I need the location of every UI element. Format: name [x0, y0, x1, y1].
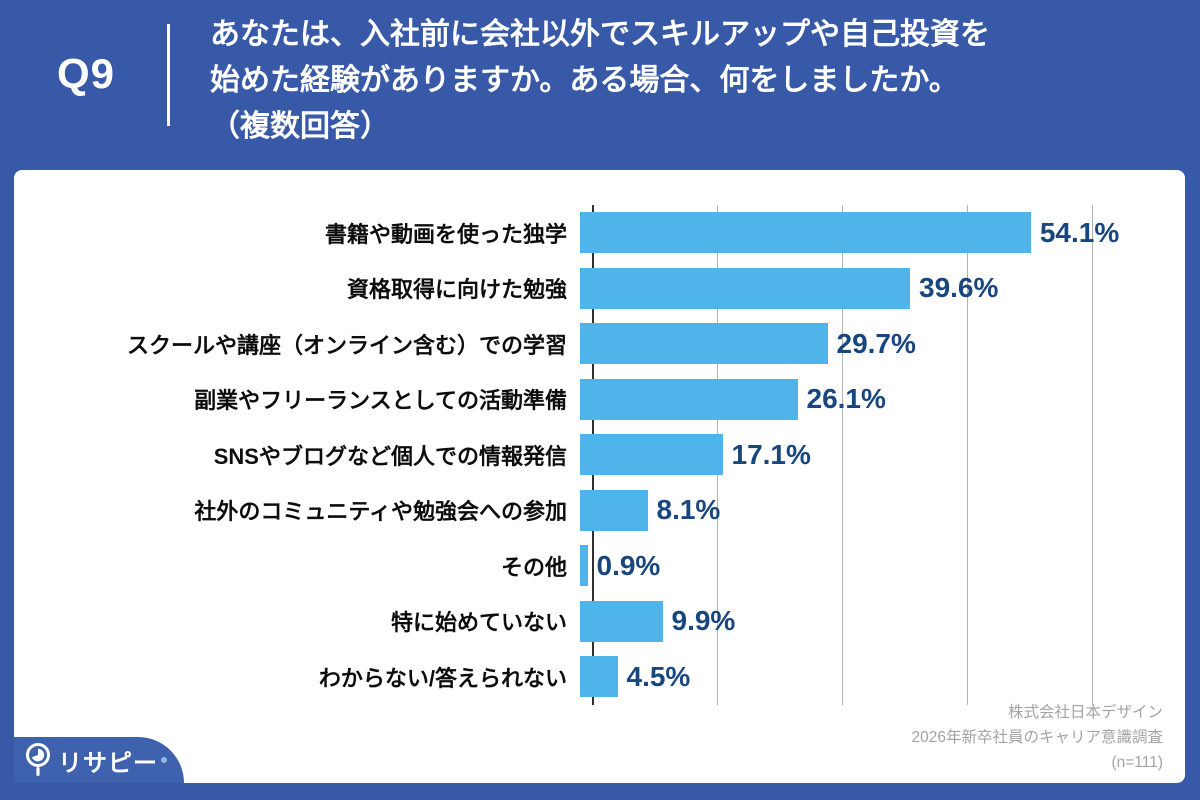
- value-label: 29.7%: [836, 327, 916, 359]
- bar-area: 29.7%: [580, 316, 1185, 372]
- category-label: 社外のコミュニティや勉強会への参加: [194, 499, 567, 525]
- bar: [580, 323, 828, 365]
- value-label: 17.1%: [731, 438, 811, 470]
- value-label: 54.1%: [1039, 216, 1120, 248]
- chart-row: わからない/答えられない 4.5%: [14, 649, 1185, 705]
- bar-area: 0.9%: [580, 538, 1185, 594]
- chart-row: スクールや講座（オンライン含む）での学習 29.7%: [14, 316, 1185, 372]
- bar: [580, 378, 798, 420]
- chart-row: 社外のコミュニティや勉強会への参加 8.1%: [14, 483, 1185, 539]
- value-label: 8.1%: [656, 494, 721, 526]
- category-label: 副業やフリーランスとしての活動準備: [194, 388, 567, 414]
- category-label: SNSやブログなど個人での情報発信: [213, 443, 567, 469]
- source-survey: 2026年新卒社員のキャリア意識調査: [911, 729, 1163, 746]
- bar-area: 54.1%: [580, 205, 1185, 261]
- source-company: 株式会社日本デザイン: [1007, 704, 1163, 721]
- risapy-logo: リサピー: [14, 737, 184, 783]
- source-attribution: 株式会社日本デザイン 2026年新卒社員のキャリア意識調査 (n=111): [912, 700, 1163, 775]
- bar: [580, 600, 663, 642]
- chart-row: 書籍や動画を使った独学 54.1%: [14, 205, 1185, 261]
- bar: [580, 489, 648, 531]
- category-label: 特に始めていない: [390, 610, 567, 636]
- category-label: その他: [500, 554, 567, 580]
- category-label: 資格取得に向けた勉強: [346, 277, 567, 303]
- magnifier-pie-icon: [26, 743, 50, 776]
- bar: [580, 434, 723, 476]
- bar-area: 9.9%: [580, 594, 1185, 650]
- logo-text: リサピー: [58, 749, 158, 777]
- chart-row: その他 0.9%: [14, 538, 1185, 594]
- bar-area: 26.1%: [580, 372, 1185, 428]
- source-sample-size: (n=111): [1111, 754, 1163, 771]
- question-title: あなたは、入社前に会社以外でスキルアップや自己投資を 始めた経験がありますか。あ…: [210, 12, 990, 150]
- bar-chart: 書籍や動画を使った独学 54.1% 資格取得に向けた勉強 39.6% スクールや講座（オ…: [14, 205, 1185, 705]
- bar-area: 8.1%: [580, 483, 1185, 539]
- chart-row: 資格取得に向けた勉強 39.6%: [14, 261, 1185, 317]
- bar: [580, 212, 1031, 254]
- bar: [580, 267, 910, 309]
- logo-dot: [161, 757, 167, 763]
- question-line-1: あなたは、入社前に会社以外でスキルアップや自己投資を: [210, 18, 990, 51]
- value-label: 9.9%: [671, 605, 736, 637]
- question-line-3: （複数回答）: [210, 110, 390, 143]
- category-label: わからない/答えられない: [318, 665, 567, 691]
- value-label: 39.6%: [919, 272, 999, 304]
- category-label: スクールや講座（オンライン含む）での学習: [126, 332, 567, 358]
- value-label: 26.1%: [806, 383, 886, 415]
- question-number: Q9: [57, 50, 116, 97]
- value-label: 4.5%: [626, 660, 691, 692]
- bar: [580, 656, 618, 698]
- bar-area: 39.6%: [580, 261, 1185, 317]
- chart-row: 特に始めていない 9.9%: [14, 594, 1185, 650]
- bar: [580, 545, 588, 587]
- question-line-2: 始めた経験がありますか。ある場合、何をしましたか。: [210, 64, 959, 97]
- bar-area: 4.5%: [580, 649, 1185, 705]
- category-label: 書籍や動画を使った独学: [324, 221, 567, 247]
- chart-card: 書籍や動画を使った独学 54.1% 資格取得に向けた勉強 39.6% スクールや講座（オ…: [14, 170, 1185, 783]
- chart-row: SNSやブログなど個人での情報発信 17.1%: [14, 427, 1185, 483]
- bar-area: 17.1%: [580, 427, 1185, 483]
- value-label: 0.9%: [596, 549, 661, 581]
- header-divider: [167, 24, 170, 126]
- chart-row: 副業やフリーランスとしての活動準備 26.1%: [14, 372, 1185, 428]
